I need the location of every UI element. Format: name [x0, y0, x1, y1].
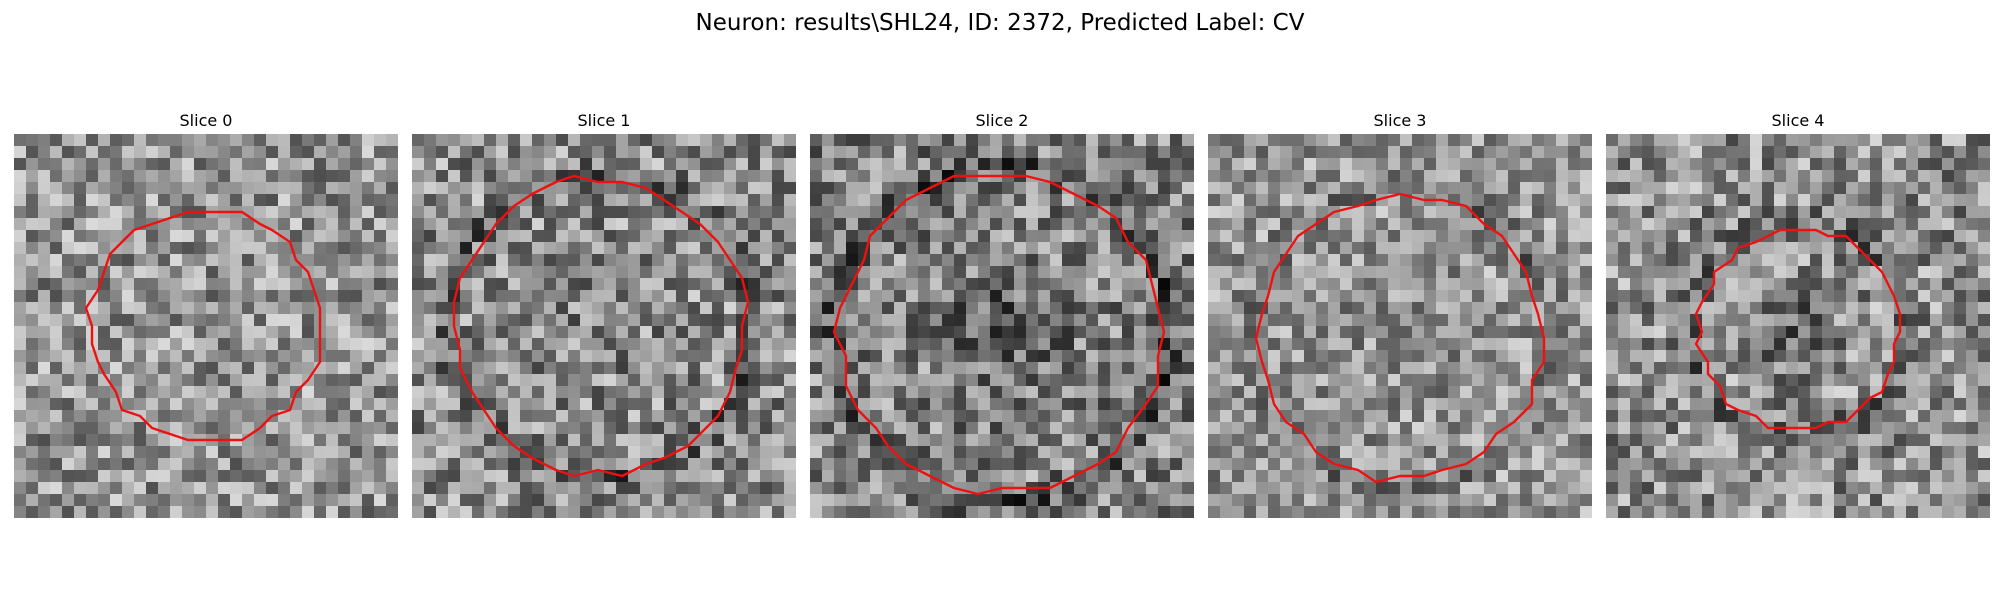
slice-image-1	[412, 134, 796, 518]
slice-image-3	[1208, 134, 1592, 518]
slice-image-2	[810, 134, 1194, 518]
roi-contour	[452, 174, 750, 478]
slice-image-0	[14, 134, 398, 518]
slice-panel-3: Slice 3	[1208, 110, 1592, 522]
roi-contour	[1694, 228, 1902, 430]
roi-contour	[1254, 192, 1546, 484]
slice-title-2: Slice 2	[975, 111, 1029, 130]
pixel-grid	[1208, 134, 1592, 518]
pixel-grid	[14, 134, 398, 518]
slice-image-4	[1606, 134, 1990, 518]
slice-panel-1: Slice 1	[412, 110, 796, 522]
roi-contour	[84, 210, 322, 442]
pixel-grid	[412, 134, 796, 518]
slice-panel-4: Slice 4	[1606, 110, 1990, 522]
slice-title-0: Slice 0	[179, 111, 233, 130]
slice-title-4: Slice 4	[1771, 111, 1825, 130]
slice-panel-2: Slice 2	[810, 110, 1194, 522]
roi-contour	[832, 174, 1166, 496]
slice-title-3: Slice 3	[1373, 111, 1427, 130]
pixel-grid	[1606, 134, 1990, 518]
slice-panel-0: Slice 0	[14, 110, 398, 522]
slice-title-1: Slice 1	[577, 111, 631, 130]
figure-title: Neuron: results\SHL24, ID: 2372, Predict…	[695, 10, 1305, 36]
pixel-grid	[810, 134, 1194, 518]
